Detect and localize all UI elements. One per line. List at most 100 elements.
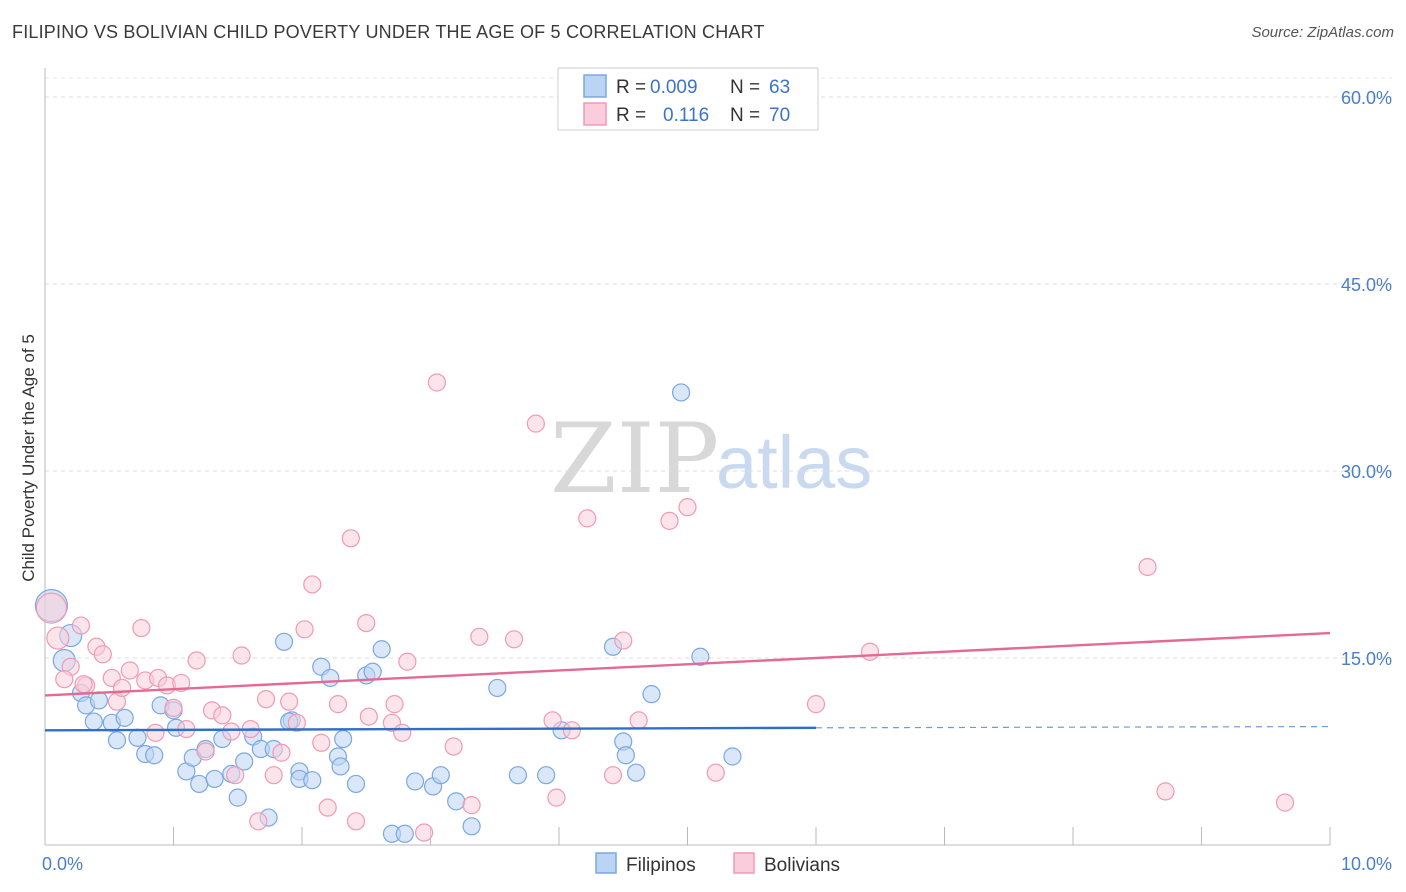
bolivians-point-32 bbox=[287, 713, 306, 732]
watermark-zip: ZIP bbox=[550, 403, 719, 515]
filipinos-point-18 bbox=[190, 774, 209, 794]
bolivians-point-10 bbox=[112, 678, 132, 698]
y-tick-label-2: 45.0% bbox=[1341, 275, 1392, 295]
bolivians-point-55 bbox=[562, 721, 581, 740]
bolivians-point-47 bbox=[427, 373, 447, 392]
bolivians-point-31 bbox=[280, 692, 299, 711]
bolivians-point-7 bbox=[93, 645, 112, 664]
legend-r-label-1: R = bbox=[616, 77, 646, 98]
filipinos-point-48 bbox=[462, 817, 481, 836]
filipinos-point-10 bbox=[128, 728, 147, 747]
legend-r-label-2: R = bbox=[616, 105, 646, 126]
x-tick-label-0: 0.0% bbox=[42, 854, 83, 874]
bottom-legend-filipinos: Filipinos bbox=[626, 855, 696, 876]
bolivians-point-61 bbox=[678, 498, 697, 517]
bolivians-point-11 bbox=[120, 661, 139, 680]
bolivians-point-54 bbox=[547, 788, 566, 807]
bottom-legend-swatch-bolivians bbox=[733, 852, 755, 874]
bolivians-point-41 bbox=[359, 707, 378, 726]
filipinos-point-12 bbox=[145, 746, 164, 765]
bolivians-point-29 bbox=[264, 766, 283, 785]
bolivians-point-39 bbox=[346, 812, 366, 831]
bolivians-point-40 bbox=[357, 613, 376, 633]
filipinos-point-60 bbox=[723, 747, 742, 766]
bolivians-point-24 bbox=[226, 766, 245, 785]
legend-n-value-2: 70 bbox=[769, 105, 790, 126]
filipinos-point-56 bbox=[626, 763, 646, 782]
bolivians-point-0 bbox=[35, 592, 68, 624]
filipinos-point-50 bbox=[508, 766, 527, 785]
bolivians-point-56 bbox=[578, 509, 597, 528]
chart-title: FILIPINO VS BOLIVIAN CHILD POVERTY UNDER… bbox=[12, 22, 765, 42]
data-points bbox=[34, 373, 1295, 843]
filipinos-point-38 bbox=[346, 774, 366, 794]
filipinos-point-20 bbox=[205, 769, 224, 789]
source-label: Source: ZipAtlas.com bbox=[1251, 24, 1394, 41]
bolivians-point-37 bbox=[328, 695, 348, 714]
bolivians-point-27 bbox=[249, 812, 268, 831]
bolivians-point-22 bbox=[213, 706, 232, 725]
filipinos-point-33 bbox=[303, 771, 322, 790]
bolivians-point-38 bbox=[341, 529, 360, 548]
bolivians-point-45 bbox=[398, 652, 417, 671]
filipinos-point-44 bbox=[405, 772, 425, 791]
bolivians-point-50 bbox=[470, 627, 489, 646]
bolivians-point-28 bbox=[256, 690, 276, 709]
trend-lines bbox=[44, 631, 1331, 732]
bolivians-point-12 bbox=[132, 618, 151, 638]
bolivians-point-64 bbox=[860, 642, 880, 661]
bolivians-point-19 bbox=[187, 651, 206, 670]
bolivians-point-25 bbox=[232, 646, 251, 665]
bolivians-point-36 bbox=[318, 798, 337, 817]
filipinos-point-9 bbox=[107, 731, 127, 750]
filipinos-point-55 bbox=[616, 746, 635, 765]
legend-n-label-2: N = bbox=[730, 105, 760, 126]
bolivians-point-57 bbox=[603, 766, 623, 785]
y-tick-labels: 15.0% 30.0% 45.0% 60.0% bbox=[1341, 88, 1392, 669]
bolivians-point-53 bbox=[543, 711, 562, 730]
bolivians-point-3 bbox=[55, 670, 74, 689]
bolivians-point-67 bbox=[1275, 793, 1295, 812]
bolivians-point-66 bbox=[1156, 782, 1175, 801]
bolivians-point-48 bbox=[444, 737, 463, 756]
legend-r-value-2: 0.116 bbox=[663, 105, 709, 126]
bolivians-point-69 bbox=[172, 673, 191, 693]
y-tick-label-1: 30.0% bbox=[1341, 462, 1392, 482]
filipinos-point-47 bbox=[447, 792, 466, 811]
filipinos-trend-extension bbox=[815, 725, 1331, 729]
filipinos-point-51 bbox=[537, 766, 556, 785]
bolivians-point-43 bbox=[385, 695, 404, 714]
bolivians-point-35 bbox=[312, 733, 331, 752]
bolivians-point-68 bbox=[74, 675, 93, 694]
bolivians-point-52 bbox=[526, 414, 545, 433]
bolivians-point-30 bbox=[272, 743, 291, 762]
filipinos-point-8 bbox=[115, 708, 134, 727]
top-legend: R = 0.009 N = 63 R = 0.116 N = 70 bbox=[557, 67, 819, 131]
bolivians-point-1 bbox=[46, 626, 70, 650]
bolivians-point-65 bbox=[1138, 557, 1157, 577]
bolivians-point-62 bbox=[706, 763, 725, 782]
bolivians-point-58 bbox=[614, 631, 633, 650]
bolivians-point-17 bbox=[164, 698, 183, 717]
filipinos-point-61 bbox=[331, 757, 350, 776]
bottom-legend-swatch-filipinos bbox=[595, 852, 617, 874]
filipinos-point-57 bbox=[642, 685, 661, 704]
filipinos-point-46 bbox=[431, 766, 450, 785]
filipinos-point-29 bbox=[274, 632, 294, 651]
x-tick-labels: 0.0% 10.0% bbox=[42, 854, 1392, 874]
bolivians-point-60 bbox=[660, 511, 679, 530]
y-axis-title: Child Poverty Under the Age of 5 bbox=[19, 334, 38, 582]
filipinos-point-41 bbox=[372, 640, 391, 659]
bolivians-point-46 bbox=[414, 823, 434, 842]
bolivians-point-49 bbox=[462, 796, 481, 815]
filipinos-point-58 bbox=[671, 383, 691, 402]
filipinos-point-6 bbox=[84, 712, 103, 731]
filipinos-point-35 bbox=[321, 668, 340, 688]
bolivians-point-44 bbox=[393, 723, 412, 742]
y-tick-label-3: 60.0% bbox=[1341, 88, 1392, 108]
y-tick-label-0: 15.0% bbox=[1341, 649, 1392, 669]
bottom-legend-bolivians: Bolivians bbox=[764, 855, 840, 876]
bolivians-point-4 bbox=[71, 616, 91, 635]
legend-swatch-bolivians bbox=[583, 102, 607, 126]
